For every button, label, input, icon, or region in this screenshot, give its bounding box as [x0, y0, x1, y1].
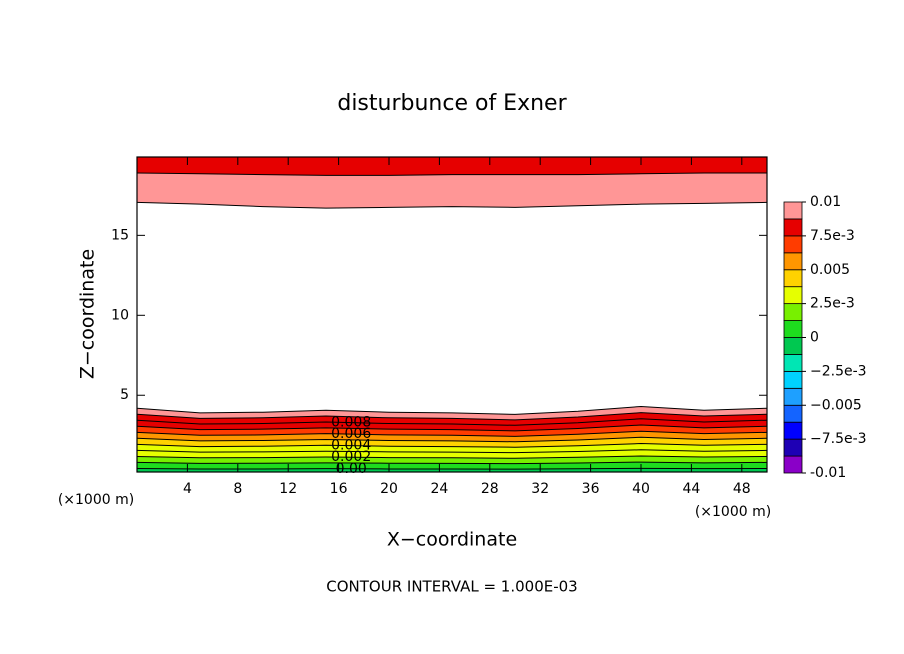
footer-note: CONTOUR INTERVAL = 1.000E-03	[326, 578, 577, 596]
colorbar-tick-label: −0.005	[810, 397, 862, 413]
colorbar-swatch	[783, 320, 803, 338]
contour-label: 0.004	[331, 438, 371, 454]
contour-fill	[137, 157, 767, 176]
x-tick-label: 16	[330, 481, 348, 497]
contour-line	[137, 449, 767, 454]
x-tick-label: 32	[531, 481, 549, 497]
plot-area	[137, 157, 767, 472]
colorbar-swatch	[783, 235, 803, 254]
contour-line	[137, 424, 767, 432]
contour-line	[137, 412, 767, 421]
contour-line	[137, 418, 767, 426]
colorbar-swatch	[783, 201, 803, 220]
x-tick-label: 44	[682, 481, 700, 497]
x-tick-label: 48	[733, 481, 751, 497]
x-tick-label: 24	[430, 481, 448, 497]
colorbar-swatch	[783, 370, 803, 389]
contour-label: 0.00	[336, 461, 367, 477]
colorbar-tick-label: 0.005	[810, 262, 850, 278]
x-tick-label: 40	[632, 481, 650, 497]
colorbar-swatch	[783, 421, 803, 440]
contour-line	[137, 201, 767, 209]
contour-fill	[137, 431, 767, 442]
contour-line	[137, 443, 767, 448]
colorbar-swatch	[783, 438, 803, 457]
colorbar-swatch	[783, 455, 803, 474]
colorbar-tick-label: -0.01	[810, 465, 846, 481]
x-axis-label: X−coordinate	[387, 529, 517, 551]
x-unit-label: (×1000 m)	[695, 504, 771, 520]
contour-fill	[137, 456, 767, 464]
x-tick-label: 12	[279, 481, 297, 497]
x-tick-label: 4	[183, 481, 192, 497]
contour-line	[137, 172, 767, 176]
contour-label: 0.008	[331, 415, 371, 431]
x-tick-label: 36	[582, 481, 600, 497]
plot-frame	[136, 156, 768, 473]
colorbar-swatch	[783, 337, 803, 355]
colorbar-tick-label: 0	[810, 330, 819, 346]
contour-fill	[137, 437, 767, 448]
x-tick-label: 28	[481, 481, 499, 497]
contour-line	[137, 455, 767, 459]
contour-label: 0.006	[331, 426, 371, 442]
colorbar-swatch	[783, 303, 803, 321]
y-axis-label: Z−coordinate	[77, 249, 99, 379]
colorbar-swatch	[783, 387, 803, 406]
colorbar-swatch	[783, 286, 803, 305]
x-tick-label: 8	[233, 481, 242, 497]
colorbar-swatch	[783, 218, 803, 237]
y-unit-label: (×1000 m)	[58, 492, 134, 508]
contour-line	[137, 461, 767, 465]
colorbar-swatch	[783, 404, 803, 423]
contour-line	[137, 430, 767, 437]
contour-line	[137, 467, 767, 470]
contour-line	[137, 436, 767, 443]
colorbar-tick-label: −2.5e-3	[810, 363, 867, 379]
chart-title: disturbunce of Exner	[337, 91, 567, 116]
x-tick-label: 20	[380, 481, 398, 497]
contour-fill	[137, 424, 767, 437]
colorbar-swatch	[783, 269, 803, 288]
y-tick-label: 15	[111, 227, 129, 243]
contour-fill	[137, 412, 767, 426]
y-tick-label: 5	[120, 387, 129, 403]
contour-fill	[137, 418, 767, 431]
colorbar-tick-label: 7.5e-3	[810, 228, 855, 244]
colorbar-swatch	[783, 354, 803, 372]
contour-line	[137, 405, 767, 415]
contour-fill	[137, 172, 767, 209]
contour-label: 0.002	[331, 449, 371, 465]
contour-fill	[137, 462, 767, 470]
colorbar-tick-label: −7.5e-3	[810, 431, 867, 447]
colorbar-swatch	[783, 252, 803, 271]
colorbar-tick-label: 2.5e-3	[810, 296, 855, 312]
y-tick-label: 10	[111, 307, 129, 323]
colorbar-tick-label: 0.01	[810, 194, 841, 210]
